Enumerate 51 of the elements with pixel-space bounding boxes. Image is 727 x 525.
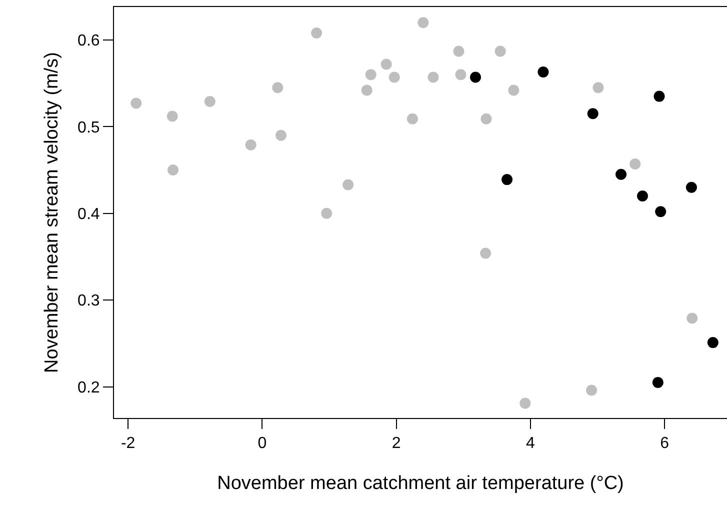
point <box>321 208 332 219</box>
point <box>453 46 464 57</box>
point <box>166 110 178 122</box>
point <box>276 130 286 141</box>
y-axis-title: November mean stream velocity (m/s) <box>41 52 62 373</box>
point <box>686 312 698 324</box>
point <box>204 96 216 108</box>
point <box>342 179 354 190</box>
point <box>586 384 598 396</box>
point <box>361 84 372 96</box>
point <box>480 113 492 124</box>
x-tick-label: 2 <box>392 435 401 452</box>
point <box>592 82 604 94</box>
point <box>520 398 531 409</box>
point <box>272 82 284 94</box>
point <box>636 190 648 202</box>
point <box>380 58 392 70</box>
point <box>418 17 429 28</box>
point <box>654 90 665 102</box>
point <box>388 72 400 83</box>
y-tick-label: 0.6 <box>78 32 100 50</box>
point <box>630 158 641 170</box>
point <box>406 113 418 124</box>
point <box>455 69 466 80</box>
point <box>587 108 598 120</box>
x-tick-label: 6 <box>660 435 670 452</box>
x-axis-title: November mean catchment air temperature (°C) <box>217 473 624 494</box>
point <box>686 182 697 193</box>
point <box>655 206 666 218</box>
point <box>538 66 549 78</box>
y-tick-label: 0.2 <box>78 379 100 396</box>
point <box>428 72 439 83</box>
point <box>502 174 513 186</box>
point <box>480 248 492 259</box>
x-tick-label: -2 <box>120 435 136 452</box>
point <box>245 139 256 150</box>
point <box>130 98 142 109</box>
y-tick-label: 0.4 <box>78 206 100 223</box>
x-tick-label: 4 <box>526 435 536 452</box>
point <box>616 168 627 180</box>
point <box>494 46 506 57</box>
point <box>652 376 664 388</box>
point <box>707 337 718 348</box>
y-tick-label: 0.3 <box>78 292 100 310</box>
point <box>311 28 322 39</box>
point <box>470 72 481 83</box>
x-tick-label: 0 <box>258 435 267 452</box>
point <box>508 84 520 96</box>
point <box>168 164 179 176</box>
y-tick-label: 0.5 <box>78 119 100 136</box>
point <box>365 69 376 80</box>
